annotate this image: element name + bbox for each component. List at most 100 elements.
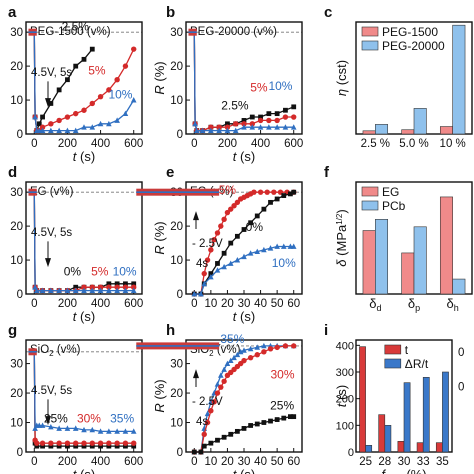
data-point (227, 357, 234, 364)
data-point (224, 124, 231, 130)
x-tick-label: 33 (417, 456, 430, 468)
data-point (65, 443, 70, 449)
x-tick-label: 0 (191, 138, 197, 150)
bar-i-1-0 (365, 445, 373, 453)
x-tick-label: 60 (287, 456, 300, 468)
series-25pct: 25% (32, 351, 137, 449)
data-point (198, 449, 204, 455)
bar-c-1-0 (375, 124, 389, 135)
data-point (208, 440, 214, 446)
data-point (218, 372, 224, 378)
data-point (248, 220, 254, 226)
x-tick-label: 2.5 % (361, 138, 390, 150)
series-label: 25% (44, 412, 68, 426)
data-point (249, 114, 255, 120)
data-point (241, 227, 247, 232)
data-point (274, 344, 280, 351)
y-tick-label: 20 (170, 61, 183, 73)
data-point (254, 421, 260, 427)
legend-swatch (361, 40, 379, 51)
data-point (261, 420, 267, 425)
voltage-annotation: 4.5V, 5s (31, 385, 72, 397)
data-point (208, 127, 214, 134)
data-point (106, 120, 112, 127)
panel-letter: e (166, 164, 174, 181)
data-point (208, 247, 214, 253)
data-point (264, 189, 270, 195)
data-point (122, 287, 129, 294)
data-point (106, 428, 112, 434)
x-tick-label: 50 (271, 298, 284, 310)
y-axis-label: R (%) (152, 221, 167, 254)
bar-c-0-1 (401, 129, 415, 135)
data-point (122, 428, 129, 434)
data-point (282, 124, 289, 130)
data-point (191, 291, 198, 297)
data-point (281, 193, 287, 198)
data-point (254, 248, 261, 254)
x-axis-label: t (s) (233, 467, 255, 474)
data-point (241, 426, 247, 431)
y-tick-label: 20 (170, 388, 183, 400)
data-point (231, 203, 237, 209)
series-label: 5% (88, 64, 106, 78)
data-point (89, 46, 95, 52)
x-tick-label: 40 (254, 298, 267, 310)
series-30pct: 30% (32, 351, 137, 446)
y-tick-label: 10 (10, 255, 23, 267)
y-tick-label: 0 (17, 447, 23, 459)
x-tick-label: 10 (204, 298, 217, 310)
data-point (34, 443, 40, 449)
data-point (254, 213, 260, 219)
data-point (89, 100, 95, 107)
data-point (114, 117, 120, 123)
series-label: 35% (110, 412, 134, 426)
data-point (48, 121, 54, 127)
legend-label: PCb (382, 199, 406, 213)
y-tick-label: 30 (170, 359, 183, 371)
legend-label: ΔR/t (405, 357, 429, 371)
data-point (39, 124, 46, 130)
data-point (225, 121, 230, 127)
data-point (234, 199, 241, 206)
data-point (56, 287, 62, 294)
series-label: 2.5% (221, 99, 249, 113)
legend-label: EG (382, 185, 399, 199)
data-point (224, 360, 231, 366)
series-35pct: 35% (32, 351, 137, 434)
x-tick-label: 600 (124, 298, 143, 310)
bar-i-0-4 (435, 442, 443, 453)
y-tick-label: 200 (336, 394, 354, 406)
data-point (257, 124, 264, 130)
series-label: 5% (250, 81, 268, 95)
panel-d: 0 200 400 600 0 10 20 30 t (s) EG (v%) 0% 5% 10% 4.5V… (8, 164, 143, 324)
voltage-annotation: - 2.5V (192, 238, 223, 250)
series-label: 30% (77, 412, 101, 426)
data-point (89, 284, 95, 290)
bar-f-1-1 (413, 226, 427, 295)
data-point (249, 124, 256, 130)
data-point (114, 287, 120, 294)
data-point (288, 414, 293, 420)
data-point (72, 127, 79, 134)
data-point (280, 243, 287, 249)
data-point (241, 118, 247, 123)
legend-label: PEG-1500 (382, 25, 438, 39)
data-point (248, 423, 254, 428)
y-tick-label: 300 (336, 367, 354, 379)
inner-label: PEG-20000 (v%) (190, 26, 277, 38)
data-point (64, 440, 71, 446)
y-tick-label: 10 (170, 255, 183, 267)
data-point (81, 284, 87, 290)
data-point (73, 284, 79, 290)
y-tick-label: 0 (348, 447, 354, 459)
x-tick-label: 10 (204, 456, 217, 468)
data-point (291, 189, 297, 195)
data-point (274, 243, 280, 249)
y-tick-label: 0 (17, 289, 23, 301)
data-point (247, 250, 254, 256)
time-annotation: 4s (196, 416, 208, 428)
panel-letter: a (8, 4, 17, 21)
